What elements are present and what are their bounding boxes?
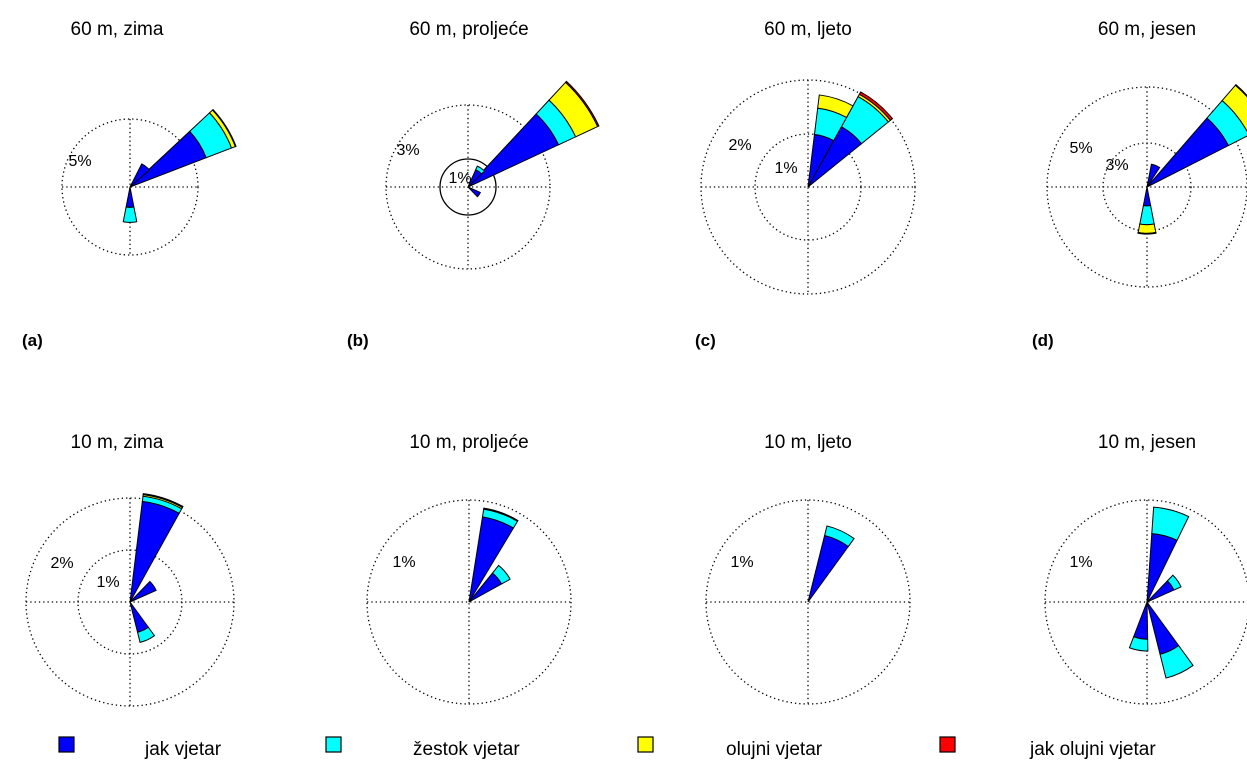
percent-ring: [61, 118, 199, 256]
panel-letter: (d): [1032, 331, 1054, 350]
legend-label-jak-vjetar: jak vjetar: [144, 739, 222, 760]
wind-rose-panel-6: 10 m, proljeće 1%: [366, 432, 572, 705]
panel-title: 60 m, zima: [71, 19, 164, 40]
percent-ring: [754, 133, 862, 241]
percent-ring: [705, 499, 911, 705]
petal-segment: [817, 94, 854, 119]
petal-segment: [1128, 636, 1149, 652]
panel-title: 10 m, proljeće: [409, 432, 528, 453]
petal-segment: [467, 113, 560, 188]
wind-rose-panel-4: 60 m, jesen 5% 3% (d): [1032, 19, 1247, 350]
panel-title: 10 m, ljeto: [764, 432, 852, 453]
legend-swatch-estok-vjetar: [325, 736, 342, 753]
petal-segment: [125, 186, 135, 208]
panel-title: 10 m, zima: [71, 432, 164, 453]
petal-segment: [1139, 204, 1155, 226]
ring-label: 1%: [96, 574, 119, 591]
panel-title: 10 m, jesen: [1098, 432, 1196, 453]
legend-label-olujni-vjetar: olujni vjetar: [726, 739, 823, 760]
petal-segment: [1133, 601, 1149, 640]
ring-label: 3%: [1105, 157, 1128, 174]
petal-segment: [807, 534, 850, 603]
petal-segment: [1151, 506, 1190, 542]
legend-swatch-jak-olujni-vjetar: [939, 736, 956, 753]
ring-label: 1%: [448, 170, 471, 187]
ring-label: 1%: [730, 554, 753, 571]
ring-label: 1%: [774, 160, 797, 177]
petal-segment: [823, 525, 855, 548]
wind-rose-panel-5: 10 m, zima 2% 1%: [25, 432, 235, 707]
petal-segment: [142, 493, 184, 509]
petal-segment: [136, 626, 156, 643]
petal-segment: [211, 108, 237, 148]
legend-swatch-jak-vjetar: [58, 736, 75, 753]
petal-segment: [1137, 223, 1157, 234]
percent-ring: [1044, 499, 1247, 705]
ring-label: 1%: [1069, 554, 1092, 571]
petal-segment: [1234, 83, 1247, 98]
petal-segment: [858, 91, 894, 121]
ring-label: 3%: [396, 142, 419, 159]
petal-segment: [491, 564, 511, 585]
petal-segment: [129, 163, 151, 188]
petal-segment: [1137, 231, 1157, 235]
petal-segment: [1146, 163, 1161, 188]
percent-ring: [366, 499, 572, 705]
wind-rose-panel-1: 60 m, zima 5% (a): [22, 19, 237, 350]
panel-title: 60 m, ljeto: [764, 19, 852, 40]
panel-letter: (b): [347, 331, 369, 350]
petal-segment: [1146, 601, 1180, 655]
ring-label: 1%: [392, 554, 415, 571]
percent-ring: [700, 79, 916, 295]
wind-rose-panel-2: 60 m, proljeće 3% 1% (b): [347, 19, 600, 350]
petal-segment: [564, 80, 600, 128]
percent-ring: [439, 158, 497, 216]
percent-ring: [25, 497, 235, 707]
petal-segment: [483, 507, 519, 523]
petal-segment: [1146, 117, 1230, 188]
percent-ring: [77, 549, 183, 655]
legend-label-jak-olujni-vjetar: jak olujni vjetar: [1029, 739, 1156, 760]
petal-segment: [1159, 644, 1194, 679]
petal-segment: [122, 206, 138, 223]
panel-title: 60 m, jesen: [1098, 19, 1196, 40]
wind-rose-panel-3: 60 m, ljeto 2% 1% (c): [695, 19, 916, 350]
wind-rose-panel-7: 10 m, ljeto 1%: [705, 432, 911, 705]
ring-label: 2%: [50, 555, 73, 572]
petal-segment: [129, 601, 150, 633]
petal-segment: [1142, 186, 1152, 207]
ring-label: 2%: [728, 137, 751, 154]
petal-segment: [1166, 574, 1182, 591]
ring-label: 5%: [68, 153, 91, 170]
percent-ring: [385, 104, 551, 270]
legend-label-estok-vjetar: žestok vjetar: [413, 739, 520, 760]
panel-letter: (a): [22, 331, 43, 350]
petal-segment: [129, 130, 207, 188]
petal-segment: [467, 186, 481, 198]
panel-letter: (c): [695, 331, 716, 350]
petal-segment: [475, 165, 486, 175]
legend-swatch-olujni-vjetar: [637, 736, 654, 753]
legend: jak vjetar žestok vjetar olujni vjetar jak …: [58, 736, 1156, 760]
petal-segment: [129, 580, 157, 603]
wind-rose-panel-8: 10 m, jesen 1%: [1044, 432, 1247, 705]
ring-label: 5%: [1069, 140, 1092, 157]
panel-title: 60 m, proljeće: [409, 19, 528, 40]
